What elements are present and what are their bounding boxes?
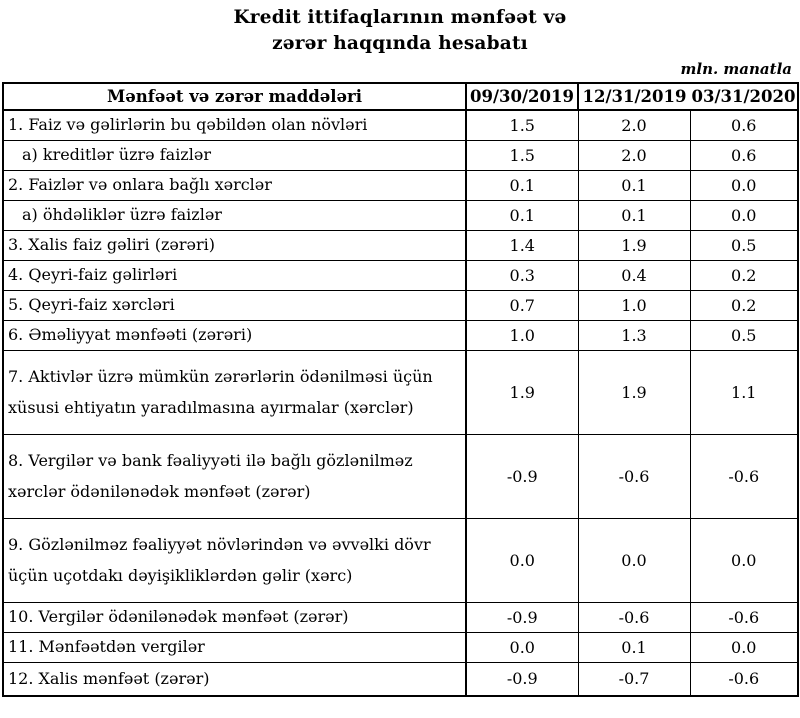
table-row: 4. Qeyri-faiz gəlirləri 0.3 0.4 0.2	[2, 259, 799, 291]
header-date-col-2: 12/31/2019	[577, 82, 690, 112]
table-row: 12. Xalis mənfəət (zərər) -0.9 -0.7 -0.6	[2, 661, 799, 697]
row-value: -0.6	[689, 433, 799, 519]
table-header-row: Mənfəət və zərər maddələri 09/30/2019 12…	[2, 82, 799, 112]
row-value: 1.9	[465, 349, 579, 435]
table-row: 5. Qeyri-faiz xərcləri 0.7 1.0 0.2	[2, 289, 799, 321]
row-value: 0.2	[689, 289, 799, 321]
row-value: 0.0	[465, 631, 579, 663]
row-value: 1.0	[465, 319, 579, 351]
row-value: -0.9	[465, 601, 579, 633]
row-value: -0.6	[577, 601, 691, 633]
row-value: 1.5	[465, 109, 579, 141]
row-label: 8. Vergilər və bank fəaliyyəti ilə bağlı…	[2, 433, 467, 519]
table-row: 8. Vergilər və bank fəaliyyəti ilə bağlı…	[2, 433, 799, 519]
row-value: 0.1	[577, 631, 691, 663]
row-label: 3. Xalis faiz gəliri (zərəri)	[2, 229, 467, 261]
row-label: a) öhdəliklər üzrə faizlər	[2, 199, 467, 231]
row-label: 9. Gözlənilməz fəaliyyət növlərindən və …	[2, 517, 467, 603]
row-value: 2.0	[577, 109, 691, 141]
row-label: 2. Faizlər və onlara bağlı xərclər	[2, 169, 467, 201]
row-value: 1.9	[577, 349, 691, 435]
page-title: Kredit ittifaqlarının mənfəət və zərər h…	[0, 0, 800, 56]
row-label: 11. Mənfəətdən vergilər	[2, 631, 467, 663]
row-value: 0.4	[577, 259, 691, 291]
row-value: 0.0	[689, 169, 799, 201]
row-value: 0.0	[689, 199, 799, 231]
row-value: 1.1	[689, 349, 799, 435]
row-label: 10. Vergilər ödənilənədək mənfəət (zərər…	[2, 601, 467, 633]
table-row: 1. Faiz və gəlirlərin bu qəbildən olan n…	[2, 109, 799, 141]
table-row: 6. Əməliyyat mənfəəti (zərəri) 1.0 1.3 0…	[2, 319, 799, 351]
row-value: -0.9	[465, 433, 579, 519]
row-value: 0.7	[465, 289, 579, 321]
row-value: 2.0	[577, 139, 691, 171]
row-value: 1.3	[577, 319, 691, 351]
table-row: 3. Xalis faiz gəliri (zərəri) 1.4 1.9 0.…	[2, 229, 799, 261]
row-value: 1.5	[465, 139, 579, 171]
title-line-1: Kredit ittifaqlarının mənfəət və	[233, 7, 567, 28]
row-value: 1.4	[465, 229, 579, 261]
row-value: 0.6	[689, 139, 799, 171]
row-label: 5. Qeyri-faiz xərcləri	[2, 289, 467, 321]
row-value: 0.5	[689, 229, 799, 261]
header-date-col-3: 03/31/2020	[689, 82, 799, 112]
title-line-2: zərər haqqında hesabatı	[272, 32, 528, 54]
row-value: 0.5	[689, 319, 799, 351]
row-value: 0.6	[689, 109, 799, 141]
header-date-col-1: 09/30/2019	[465, 82, 579, 112]
row-value: 0.1	[577, 199, 691, 231]
row-value: 0.1	[465, 169, 579, 201]
row-value: -0.7	[577, 661, 691, 697]
row-value: -0.6	[689, 601, 799, 633]
table-row: 11. Mənfəətdən vergilər 0.0 0.1 0.0	[2, 631, 799, 663]
row-value: 0.0	[577, 517, 691, 603]
row-value: 0.0	[689, 517, 799, 603]
row-label: a) kreditlər üzrə faizlər	[2, 139, 467, 171]
row-label: 1. Faiz və gəlirlərin bu qəbildən olan n…	[2, 109, 467, 141]
header-items-label: Mənfəət və zərər maddələri	[2, 82, 467, 112]
row-value: -0.9	[465, 661, 579, 697]
row-label: 4. Qeyri-faiz gəlirləri	[2, 259, 467, 291]
row-label: 7. Aktivlər üzrə mümkün zərərlərin ödəni…	[2, 349, 467, 435]
table-row: 2. Faizlər və onlara bağlı xərclər 0.1 0…	[2, 169, 799, 201]
row-value: 0.1	[465, 199, 579, 231]
row-label: 12. Xalis mənfəət (zərər)	[2, 661, 467, 697]
row-value: -0.6	[577, 433, 691, 519]
row-value: 0.0	[465, 517, 579, 603]
row-value: 0.2	[689, 259, 799, 291]
row-value: 1.0	[577, 289, 691, 321]
row-value: 0.0	[689, 631, 799, 663]
profit-loss-table: Mənfəət və zərər maddələri 09/30/2019 12…	[2, 82, 799, 698]
row-value: -0.6	[689, 661, 799, 697]
table-row: a) kreditlər üzrə faizlər 1.5 2.0 0.6	[2, 139, 799, 171]
row-value: 0.1	[577, 169, 691, 201]
table-row: a) öhdəliklər üzrə faizlər 0.1 0.1 0.0	[2, 199, 799, 231]
unit-note: mln. manatla	[680, 60, 792, 79]
table-row: 10. Vergilər ödənilənədək mənfəət (zərər…	[2, 601, 799, 633]
row-label: 6. Əməliyyat mənfəəti (zərəri)	[2, 319, 467, 351]
row-value: 0.3	[465, 259, 579, 291]
row-value: 1.9	[577, 229, 691, 261]
table-row: 9. Gözlənilməz fəaliyyət növlərindən və …	[2, 517, 799, 603]
table-row: 7. Aktivlər üzrə mümkün zərərlərin ödəni…	[2, 349, 799, 435]
